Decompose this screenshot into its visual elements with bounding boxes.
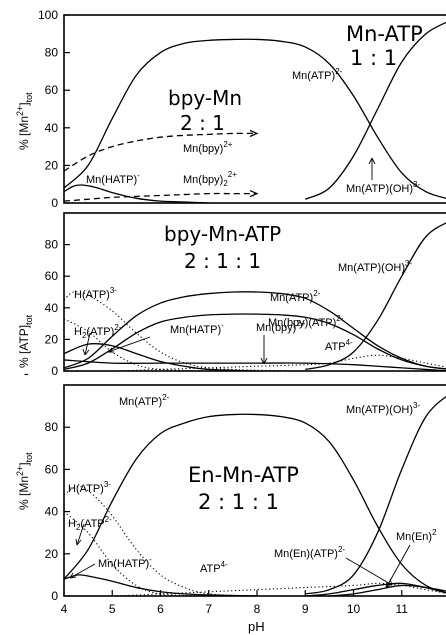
bpy-mn-ratio: 2 : 1 (180, 111, 225, 135)
label-mn-hatp: Mn(HATP)- (86, 171, 140, 186)
label-mn-atp-3: Mn(ATP)2- (119, 393, 170, 408)
arrowhead-p2-2 (249, 190, 259, 198)
label-h2-atp: H2(ATP)2- (74, 323, 122, 340)
series-line-p3-6 (63, 359, 446, 372)
series-line-p3-2 (63, 318, 209, 372)
series-line-p4-7 (329, 584, 446, 597)
series-line-p3-5 (63, 313, 446, 371)
arrow-mnen-3-head (385, 581, 392, 589)
arrow-mnen-3 (385, 544, 411, 589)
label-mn-bpy-2: Mn(bpy)2+ (256, 319, 306, 334)
ytick-label-p1-40: 40 (45, 121, 59, 135)
label-atp4-3: ATP4- (200, 560, 228, 575)
series-line-p3-4 (63, 291, 446, 370)
ytick-label-p3-60: 60 (45, 269, 59, 283)
xtick-label-4: 4 (61, 602, 68, 616)
panel-frame-1 (63, 14, 446, 204)
ytick-label-p4-0: 0 (51, 589, 58, 603)
label-mn-atp-oh-3: Mn(ATP)(OH)3- (346, 401, 420, 416)
arrow-mnhatp-3-head (69, 572, 77, 579)
arrow-mnenatp-3 (345, 557, 393, 586)
xtick-label-9: 9 (302, 602, 309, 616)
ytick-label-p3-0: 0 (51, 364, 58, 378)
ytick-label-p3-80: 80 (45, 238, 59, 252)
label-mn-en: Mn(En)2 (396, 528, 437, 543)
series-line-p4-3 (63, 574, 258, 597)
label-mn-atp-oh-2: Mn(ATP)(OH)3- (338, 259, 412, 274)
arrowhead-p2-1 (249, 129, 259, 137)
ytick-label-p4-60: 60 (45, 462, 59, 476)
series-line-p1-3 (304, 21, 446, 200)
series-line-p3-8 (305, 222, 446, 371)
label-mn-bpy2: Mn(bpy)22+ (183, 170, 237, 188)
series-line-p2-1 (63, 132, 258, 172)
ytick-label-p1-0: 0 (51, 196, 58, 210)
panel1-title: Mn-ATP (346, 22, 423, 46)
arrow-mnhatp-2-head (107, 347, 114, 353)
panel2-ratio: 2 : 1 : 1 (184, 249, 261, 273)
y-axis-label-top: % [Mn2+]tot (15, 92, 34, 150)
ytick-label-p4-80: 80 (45, 420, 59, 434)
ytick-label-p1-80: 80 (45, 46, 59, 60)
label-mn-atp: Mn(ATP)2- (292, 67, 343, 82)
bpy-mn-title: bpy-Mn (168, 86, 242, 110)
ytick-label-p1-60: 60 (45, 83, 59, 97)
panel3-title: En-Mn-ATP (188, 463, 299, 487)
series-line-p4-5 (63, 582, 446, 597)
arrow-h2atp-2-head (82, 348, 90, 356)
xtick-label-5: 5 (109, 602, 116, 616)
arrow-h2atp-3 (76, 523, 85, 546)
ticks-layer: 0 20 40 60 80 100 0 20 40 60 80 0 20 40 60 80 4 5 6 7 8 9 10 11 (38, 8, 408, 616)
ytick-label-p1-20: 20 (45, 158, 59, 172)
label-mn-atp-oh: Mn(ATP)(OH)3- (346, 180, 420, 195)
label-mn-en-atp: Mn(En)(ATP)2- (274, 545, 345, 560)
label-h-atp-3: H(ATP)3- (68, 480, 111, 495)
x-axis-label: pH (248, 619, 265, 634)
arrow-mnhatp-2 (107, 336, 151, 353)
ytick-label-p4-20: 20 (45, 547, 59, 561)
series-line-p3-7 (63, 354, 446, 372)
series-line-p4-2 (63, 511, 209, 597)
arrow-h2atp-3-head (75, 538, 82, 546)
arrow-h2atp-2 (84, 332, 91, 356)
series-line-p2-2 (63, 192, 257, 202)
label-mn-atp-2: Mn(ATP)2- (270, 289, 321, 304)
xtick-label-6: 6 (157, 602, 164, 616)
xtick-label-7: 7 (205, 602, 212, 616)
series-line-p4-4 (63, 413, 446, 594)
panel3-ratio: 2 : 1 : 1 (198, 490, 279, 514)
y-axis-dash: - (24, 365, 29, 381)
label-atp4-2: ATP4- (325, 338, 353, 353)
label-mn-hatp-3: Mn(HATP)- (98, 555, 152, 570)
ytick-label-p3-20: 20 (45, 332, 59, 346)
y-axis-label-bot: % [Mn2+]tot (15, 452, 34, 510)
series-line-p1-1 (63, 184, 209, 204)
arrow-mnhatp-3 (69, 563, 96, 579)
series-line-p1-2 (63, 38, 446, 199)
label-h2-atp-3: H2(ATP2- (68, 515, 112, 532)
label-mn-bpy: Mn(bpy)2+ (183, 140, 233, 155)
arrow-mnbpy-2-head (260, 357, 268, 365)
panel1-ratio: 1 : 1 (350, 46, 397, 70)
series-line-p4-8 (305, 395, 446, 595)
panel2-title: bpy-Mn-ATP (164, 222, 281, 246)
xtick-label-8: 8 (254, 602, 261, 616)
series-line-p3-3 (63, 342, 258, 372)
ytick-label-p3-40: 40 (45, 301, 59, 315)
arrow-mnatpoh-1-head (368, 157, 376, 165)
xtick-label-11: 11 (396, 602, 409, 616)
ytick-label-p1-100: 100 (38, 8, 58, 22)
ytick-label-p4-40: 40 (45, 505, 59, 519)
label-mn-hatp-2: Mn(HATP)- (170, 321, 224, 336)
label-h-atp: H(ATP)3- (74, 286, 117, 301)
y-axis-label-mid: % [ATP]tot (17, 314, 34, 368)
label-arrows (69, 157, 411, 589)
series-line-p3-1 (63, 291, 306, 372)
curves-layer (63, 21, 446, 597)
label-mn-bpy-atp: Mn(bpy)(ATP)2- (268, 314, 344, 329)
series-line-p4-1 (63, 485, 258, 597)
xtick-label-10: 10 (347, 602, 361, 616)
